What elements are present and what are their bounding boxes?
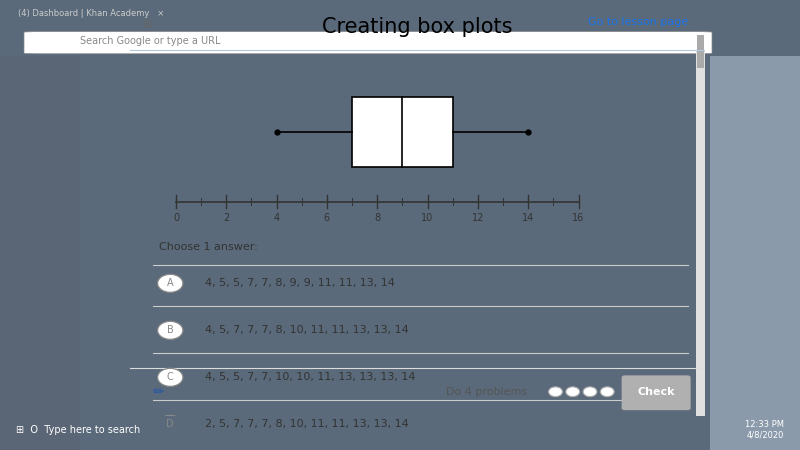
Text: 14: 14 <box>522 213 534 223</box>
Text: 2: 2 <box>223 213 230 223</box>
Bar <box>352 97 453 167</box>
Circle shape <box>158 321 183 339</box>
Text: Search Google or type a URL: Search Google or type a URL <box>80 36 221 46</box>
Text: 12:33 PM
4/8/2020: 12:33 PM 4/8/2020 <box>745 420 784 440</box>
Text: 4, 5, 7, 7, 7, 8, 10, 11, 11, 13, 13, 14: 4, 5, 7, 7, 7, 8, 10, 11, 11, 13, 13, 14 <box>205 325 409 335</box>
Circle shape <box>600 387 614 396</box>
Circle shape <box>158 369 183 387</box>
Text: ×: × <box>141 17 154 32</box>
Text: Choose 1 answer:: Choose 1 answer: <box>158 243 258 252</box>
Text: 4: 4 <box>274 213 280 223</box>
Bar <box>696 50 705 416</box>
Bar <box>0 56 80 450</box>
Text: C: C <box>167 372 174 382</box>
Text: 6: 6 <box>324 213 330 223</box>
Circle shape <box>549 387 562 396</box>
Text: 0: 0 <box>173 213 179 223</box>
Text: D: D <box>166 419 174 429</box>
Text: 10: 10 <box>422 213 434 223</box>
Bar <box>697 36 704 68</box>
FancyBboxPatch shape <box>24 32 712 54</box>
Circle shape <box>566 387 580 396</box>
Text: 2, 5, 7, 7, 7, 8, 10, 11, 11, 13, 13, 14: 2, 5, 7, 7, 7, 8, 10, 11, 11, 13, 13, 14 <box>205 419 409 429</box>
Text: (4) Dashboard | Khan Academy   ×: (4) Dashboard | Khan Academy × <box>18 9 164 18</box>
Text: 4, 5, 5, 7, 7, 8, 9, 9, 11, 11, 13, 14: 4, 5, 5, 7, 7, 8, 9, 9, 11, 11, 13, 14 <box>205 278 394 288</box>
Text: ⊞  O  Type here to search: ⊞ O Type here to search <box>16 425 140 435</box>
Text: ✏: ✏ <box>153 385 165 399</box>
Text: 4, 5, 5, 7, 7, 10, 10, 11, 13, 13, 13, 14: 4, 5, 5, 7, 7, 10, 10, 11, 13, 13, 13, 1… <box>205 372 415 382</box>
Text: Do 4 problems: Do 4 problems <box>446 387 527 397</box>
Text: A: A <box>167 278 174 288</box>
FancyBboxPatch shape <box>622 375 690 410</box>
Text: 16: 16 <box>572 213 585 223</box>
Bar <box>710 56 800 450</box>
Circle shape <box>583 387 597 396</box>
Text: 12: 12 <box>472 213 484 223</box>
Text: Check: Check <box>638 387 675 397</box>
Text: Go to lesson page: Go to lesson page <box>587 17 688 27</box>
Text: B: B <box>167 325 174 335</box>
Text: 8: 8 <box>374 213 380 223</box>
Circle shape <box>158 415 183 433</box>
Circle shape <box>158 274 183 292</box>
Text: Creating box plots: Creating box plots <box>322 17 513 37</box>
